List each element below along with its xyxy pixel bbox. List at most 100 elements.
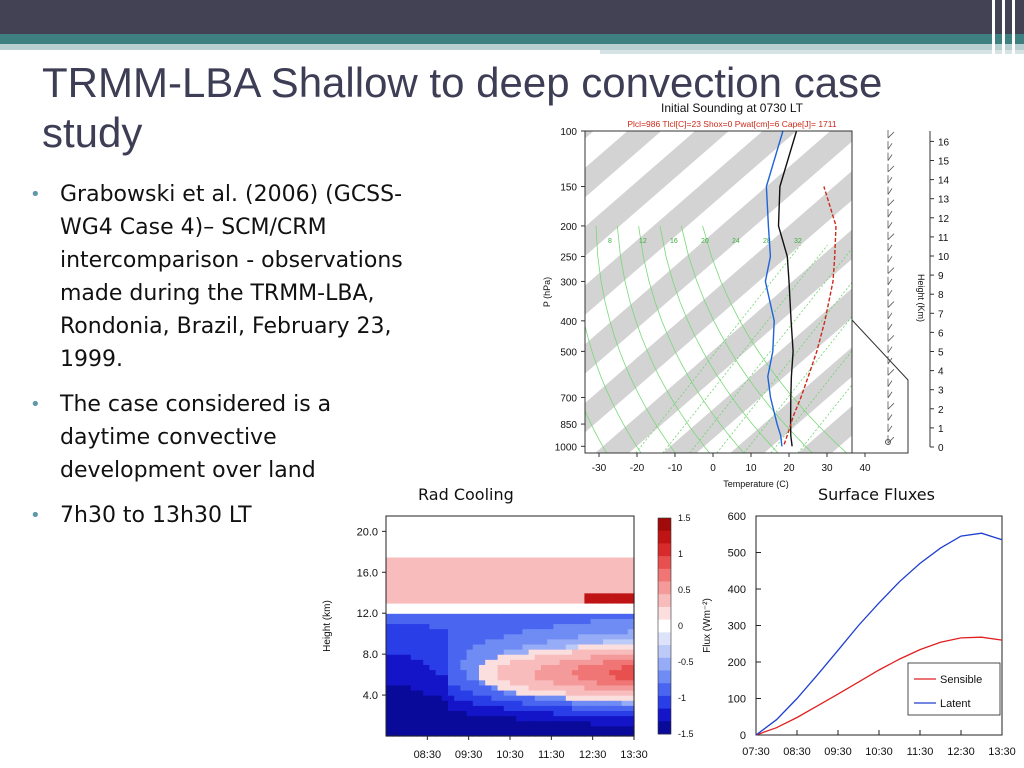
heatmap-cell xyxy=(410,715,418,722)
heatmap-cell xyxy=(516,725,523,732)
heatmap-cell xyxy=(497,608,505,614)
mixing-ratio-line xyxy=(797,384,852,453)
heatmap-cell xyxy=(423,674,430,681)
heatmap-cell xyxy=(472,516,480,522)
heatmap-cell xyxy=(627,562,635,568)
heatmap-cell xyxy=(417,618,424,625)
heatmap-cell xyxy=(423,597,430,604)
heatmap-cell xyxy=(398,608,406,614)
heatmap-cell xyxy=(559,705,567,712)
heatmap-cell xyxy=(497,556,505,563)
heatmap-cell xyxy=(510,613,517,619)
heatmap-cell xyxy=(435,582,443,589)
heatmap-cell xyxy=(553,521,561,527)
heatmap-cell xyxy=(460,551,468,558)
heatmap-cell xyxy=(435,613,443,619)
wind-barb xyxy=(887,267,895,274)
heatmap-cell xyxy=(410,710,418,717)
heatmap-cell xyxy=(522,602,530,609)
heatmap-cell xyxy=(485,567,492,573)
heatmap-cell xyxy=(417,587,424,594)
heatmap-cell xyxy=(510,546,517,553)
heatmap-cell xyxy=(491,567,499,573)
heatmap-cell xyxy=(392,679,399,686)
heatmap-cell xyxy=(541,521,548,527)
heatmap-cell xyxy=(423,567,430,573)
heatmap-cell xyxy=(398,597,406,604)
heatmap-cell xyxy=(615,649,623,655)
heatmap-cell xyxy=(541,613,548,619)
heatmap-cell xyxy=(466,633,474,640)
heatmap-cell xyxy=(417,556,424,563)
heatmap-cell xyxy=(565,597,573,604)
heatmap-cell xyxy=(479,628,486,635)
heatmap-cell xyxy=(485,633,492,640)
heatmap-cell xyxy=(404,577,412,584)
heatmap-cell xyxy=(479,633,486,640)
heatmap-cell xyxy=(423,618,430,625)
dry-adiabat xyxy=(702,225,847,453)
heatmap-cell xyxy=(392,720,399,727)
heatmap-cell xyxy=(423,628,430,635)
heatmap-cell xyxy=(429,720,437,727)
heatmap-cell xyxy=(516,695,523,701)
heatmap-cell xyxy=(485,664,492,671)
heatmap-cell xyxy=(466,679,474,686)
heatmap-cell xyxy=(522,521,530,527)
heatmap-cell xyxy=(621,689,629,696)
heatmap-cell xyxy=(460,541,468,548)
heatmap-cell xyxy=(572,649,579,655)
heatmap-cell xyxy=(609,516,616,522)
isotherm-band xyxy=(585,170,852,433)
heatmap-cell xyxy=(491,695,499,701)
heatmap-cell xyxy=(572,556,579,563)
heatmap-cell xyxy=(565,669,573,676)
heatmap-cell xyxy=(603,638,610,645)
heatmap-cell xyxy=(578,531,585,538)
wind-barb xyxy=(887,312,893,320)
heatmap-cell xyxy=(522,664,530,671)
heatmap-cell xyxy=(454,582,461,589)
heatmap-cell xyxy=(392,628,399,635)
heatmap-cell xyxy=(559,679,567,686)
heatmap-cell xyxy=(491,556,499,563)
heatmap-cell xyxy=(435,597,443,604)
heatmap-cell xyxy=(565,521,573,527)
heatmap-cell xyxy=(621,623,629,630)
skewt-y2label: Height (Km) xyxy=(916,274,926,322)
heatmap-cell xyxy=(479,638,486,645)
heatmap-cell xyxy=(404,551,412,558)
heatmap-cell xyxy=(491,572,499,578)
heatmap-cell xyxy=(386,521,393,527)
heatmap-cell xyxy=(485,521,492,527)
heatmap-cell xyxy=(584,582,592,589)
heatmap-cell xyxy=(590,602,598,609)
heatmap-cell xyxy=(541,567,548,573)
colorbar-swatch xyxy=(658,670,671,684)
heatmap-cell xyxy=(435,562,443,568)
heatmap-cell xyxy=(472,710,480,717)
heatmap-cell xyxy=(448,674,455,681)
heatmap-cell xyxy=(510,587,517,594)
heatmap-cell xyxy=(559,623,567,630)
heatmap-cell xyxy=(584,623,592,630)
heatmap-cell xyxy=(516,613,523,619)
heatmap-cell xyxy=(621,613,629,619)
heatmap-cell xyxy=(516,587,523,594)
heatmap-cell xyxy=(497,679,505,686)
heatmap-cell xyxy=(479,521,486,527)
heatmap-cell xyxy=(565,546,573,553)
heatmap-cell xyxy=(522,730,530,737)
heatmap-cell xyxy=(503,597,511,604)
mixing-ratio-label: 16 xyxy=(670,238,678,245)
heatmap-cell xyxy=(522,531,530,538)
heatmap-cell xyxy=(392,526,399,532)
heatmap-cell xyxy=(472,602,480,609)
heatmap-cell xyxy=(603,618,610,625)
heatmap-cell xyxy=(534,536,542,543)
heatmap-cell xyxy=(386,618,393,625)
skewt-p-tick: 250 xyxy=(560,252,577,263)
heatmap-cell xyxy=(553,567,561,573)
heatmap-cell xyxy=(603,633,610,640)
